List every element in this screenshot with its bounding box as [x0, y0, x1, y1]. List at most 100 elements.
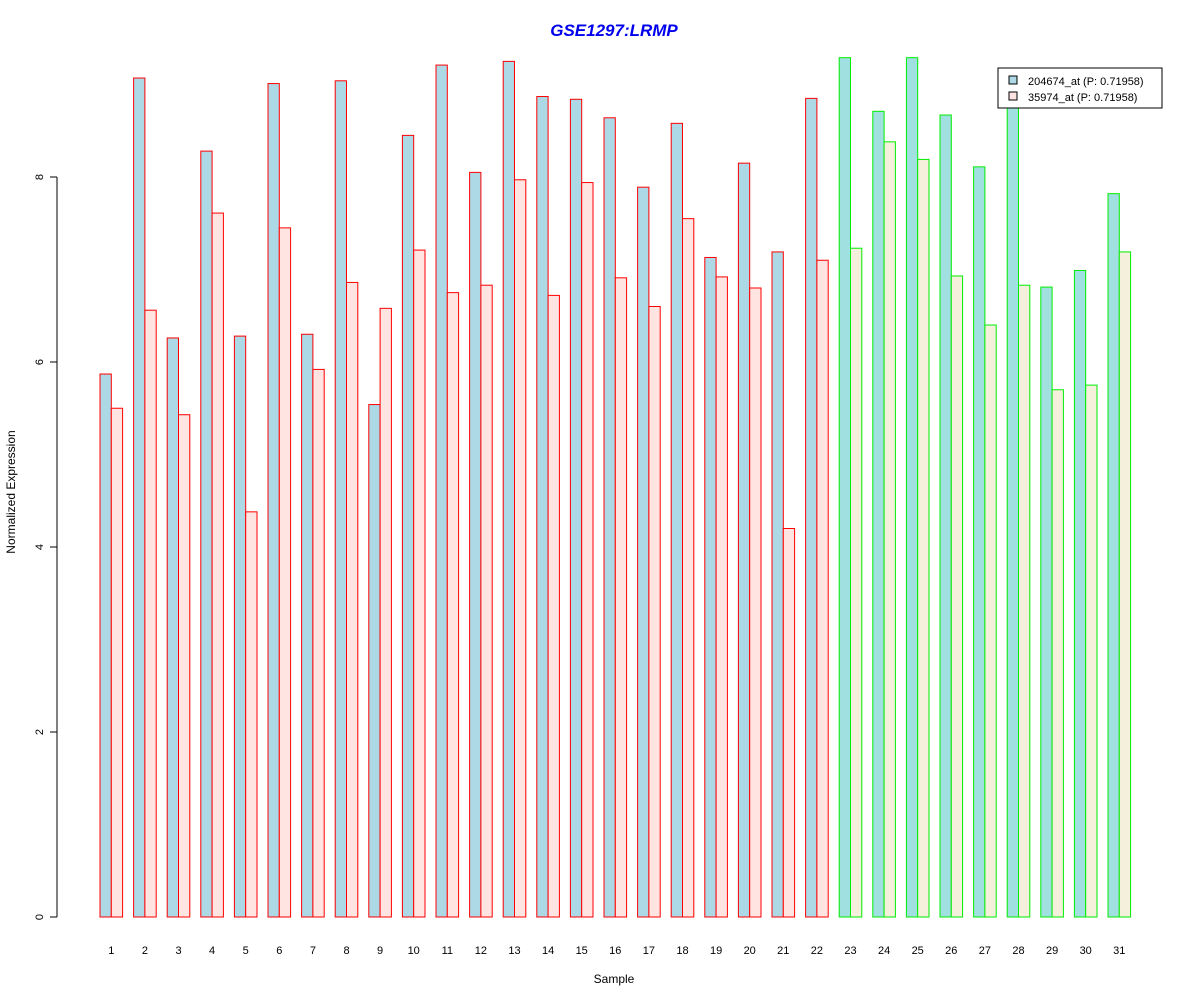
- x-tick-label: 28: [1012, 945, 1024, 957]
- bar-204674_at-sample-21: [771, 251, 784, 918]
- bar-204674_at-sample-7: [301, 333, 314, 918]
- bar-35974_at-sample-8: [346, 281, 359, 918]
- bar-35974_at-sample-12: [480, 284, 493, 918]
- x-tick-label: 12: [475, 945, 487, 957]
- bar-35974_at-sample-30: [1085, 384, 1098, 918]
- bar-35974_at-sample-31: [1118, 251, 1132, 918]
- bar-204674_at-sample-13: [502, 60, 516, 918]
- bar-204674_at-sample-29: [1040, 286, 1053, 918]
- bar-204674_at-sample-31: [1107, 193, 1120, 918]
- bar-204674_at-sample-4: [200, 150, 213, 918]
- y-tick-label: 0: [34, 914, 46, 920]
- bar-204674_at-sample-28: [1006, 106, 1020, 918]
- x-tick-label: 30: [1080, 945, 1092, 957]
- bar-204674_at-sample-17: [637, 186, 650, 918]
- bar-204674_at-sample-27: [973, 166, 986, 918]
- x-tick-label: 1: [108, 945, 114, 957]
- bar-204674_at-sample-19: [704, 256, 717, 918]
- bar-35974_at-sample-23: [850, 247, 863, 918]
- x-tick-label: 26: [945, 945, 957, 957]
- bar-204674_at-sample-9: [368, 404, 381, 918]
- bar-35974_at-sample-19: [715, 276, 728, 918]
- bar-35974_at-sample-4: [211, 212, 224, 918]
- legend-label-series-2: 35974_at (P: 0.71958): [1028, 92, 1137, 104]
- bar-35974_at-sample-9: [379, 307, 392, 918]
- bar-35974_at-sample-5: [245, 511, 258, 918]
- y-tick-label: 4: [34, 544, 46, 550]
- bar-35974_at-sample-16: [614, 277, 628, 918]
- x-tick-label: 14: [542, 945, 554, 957]
- chart-title: GSE1297:LRMP: [550, 21, 678, 40]
- bar-35974_at-sample-13: [514, 179, 527, 918]
- y-axis-label: Normalized Expression: [4, 430, 18, 553]
- x-tick-label: 10: [408, 945, 420, 957]
- legend-swatch-series-1: [1008, 75, 1018, 85]
- bar-35974_at-sample-18: [682, 218, 695, 918]
- bar-204674_at-sample-3: [166, 337, 179, 918]
- bar-204674_at-sample-2: [133, 77, 146, 918]
- bar-35974_at-sample-26: [950, 275, 964, 918]
- bar-204674_at-sample-8: [334, 80, 348, 918]
- bar-35974_at-sample-1: [110, 407, 124, 918]
- bar-35974_at-sample-20: [749, 287, 762, 918]
- bar-204674_at-sample-22: [805, 97, 818, 918]
- y-tick-label: 8: [34, 174, 46, 180]
- x-tick-label: 27: [979, 945, 991, 957]
- bar-35974_at-sample-17: [648, 306, 661, 918]
- bar-204674_at-sample-23: [838, 57, 852, 918]
- x-tick-label: 25: [912, 945, 924, 957]
- bar-35974_at-sample-2: [144, 309, 157, 918]
- x-tick-label: 24: [878, 945, 890, 957]
- x-tick-label: 7: [310, 945, 316, 957]
- x-tick-label: 13: [508, 945, 520, 957]
- legend-label-series-1: 204674_at (P: 0.71958): [1028, 76, 1144, 88]
- bar-204674_at-sample-6: [267, 83, 280, 918]
- bar-204674_at-sample-16: [603, 117, 616, 918]
- x-tick-label: 20: [744, 945, 756, 957]
- x-tick-label: 15: [576, 945, 588, 957]
- bar-204674_at-sample-25: [905, 57, 919, 918]
- x-tick-label: 4: [209, 945, 215, 957]
- legend: 204674_at (P: 0.71958) 35974_at (P: 0.71…: [997, 67, 1163, 109]
- x-tick-label: 22: [811, 945, 823, 957]
- bar-35974_at-sample-6: [278, 227, 292, 918]
- x-tick-label: 19: [710, 945, 722, 957]
- x-axis-label: Sample: [594, 972, 635, 986]
- bar-204674_at-sample-10: [401, 134, 415, 918]
- x-tick-label: 23: [844, 945, 856, 957]
- bar-204674_at-sample-26: [939, 114, 952, 918]
- bar-204674_at-sample-11: [435, 64, 448, 918]
- bar-204674_at-sample-18: [670, 122, 684, 918]
- x-tick-label: 31: [1113, 945, 1125, 957]
- x-tick-label: 5: [243, 945, 249, 957]
- bar-35974_at-sample-29: [1051, 389, 1064, 918]
- bar-204674_at-sample-15: [569, 98, 583, 918]
- x-tick-label: 17: [643, 945, 655, 957]
- bar-204674_at-sample-20: [737, 162, 751, 918]
- x-tick-label: 16: [609, 945, 621, 957]
- bar-35974_at-sample-7: [312, 368, 325, 918]
- bar-35974_at-sample-14: [547, 294, 560, 918]
- x-tick-label: 18: [676, 945, 688, 957]
- bar-204674_at-sample-30: [1073, 269, 1087, 918]
- bar-35974_at-sample-28: [1018, 284, 1031, 918]
- x-tick-label: 9: [377, 945, 383, 957]
- bar-35974_at-sample-11: [446, 292, 460, 918]
- bar-35974_at-sample-10: [413, 249, 426, 918]
- legend-box: [997, 67, 1163, 109]
- x-tick-label: 11: [442, 945, 453, 957]
- bar-204674_at-sample-24: [872, 110, 885, 918]
- x-tick-label: 6: [276, 945, 282, 957]
- y-tick-label: 6: [34, 359, 46, 365]
- bar-204674_at-sample-1: [99, 373, 112, 918]
- x-tick-label: 8: [343, 945, 349, 957]
- x-tick-labels: 1 2 3 4 5 6 7 8 9 10 11 12 13 14 15 16 17 18 19 20 21 22 23 24 2…: [108, 945, 1125, 957]
- bar-204674_at-sample-5: [233, 335, 247, 918]
- legend-swatch-series-2: [1008, 91, 1018, 101]
- bar-35974_at-sample-15: [581, 182, 594, 918]
- bar-35974_at-sample-25: [917, 158, 930, 918]
- bars-group: [99, 57, 1132, 918]
- x-tick-label: 2: [142, 945, 148, 957]
